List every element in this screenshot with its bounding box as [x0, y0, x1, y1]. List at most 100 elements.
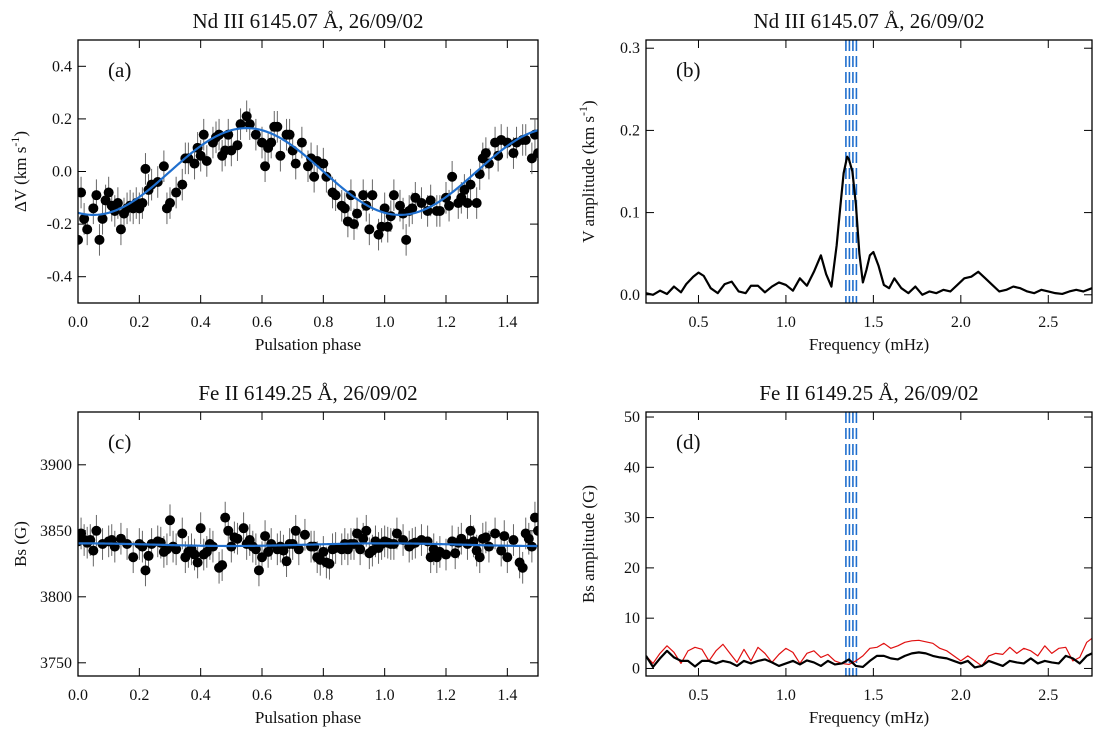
panel-label: (b) — [676, 58, 701, 82]
x-tick-label: 0.0 — [68, 314, 88, 331]
data-point — [324, 558, 335, 569]
plot-area — [78, 100, 538, 256]
data-point — [158, 161, 169, 172]
x-tick-label: 0.4 — [191, 687, 211, 704]
y-axis-label-tail: ) — [11, 131, 30, 137]
data-point — [533, 525, 538, 536]
data-point — [533, 148, 538, 159]
data-point — [128, 552, 139, 563]
data-point — [201, 155, 212, 166]
data-point — [238, 523, 249, 534]
data-point — [165, 198, 175, 209]
y-tick-label: 0.0 — [52, 164, 72, 181]
panel-a: Nd III 6145.07 Å, 26/09/02 0.0 0.2 0.4 0.6 0.… — [8, 9, 539, 354]
data-point — [358, 190, 369, 201]
data-point — [140, 163, 151, 174]
data-point — [339, 203, 350, 214]
data-point — [115, 224, 126, 235]
data-point — [508, 148, 519, 159]
x-axis-label: Pulsation phase — [255, 708, 361, 727]
data-point — [290, 525, 301, 536]
data-point — [395, 200, 405, 211]
data-point — [272, 121, 283, 132]
x-tick-label: 0.8 — [313, 687, 333, 704]
x-axis-label: Frequency (mHz) — [809, 335, 929, 354]
data-point — [235, 119, 246, 130]
plot-frame — [77, 411, 539, 677]
data-point — [103, 187, 114, 198]
data-point — [88, 545, 99, 556]
data-point — [88, 203, 99, 214]
data-point — [367, 190, 378, 201]
x-tick-label: 0.8 — [313, 314, 333, 331]
y-tick-label: 50 — [624, 409, 640, 426]
data-point — [502, 552, 513, 563]
plot-frame — [645, 411, 1093, 677]
data-point — [189, 158, 200, 169]
x-tick-label: 2.5 — [1038, 687, 1058, 704]
data-point — [189, 549, 200, 560]
data-point — [318, 158, 329, 169]
data-point — [309, 541, 320, 552]
data-point — [517, 562, 528, 573]
y-tick-label: 0.3 — [620, 40, 640, 57]
data-point — [471, 198, 482, 209]
data-point — [223, 525, 234, 536]
y-axis-label-tail: ) — [579, 100, 598, 106]
data-point — [361, 525, 372, 536]
plot-area — [646, 40, 1092, 303]
data-point — [260, 161, 271, 172]
x-tick-label: 1.5 — [863, 314, 883, 331]
x-tick-label: 0.6 — [252, 314, 272, 331]
data-point — [425, 195, 436, 206]
data-point — [352, 208, 363, 219]
y-tick-label: 20 — [624, 560, 640, 577]
data-point — [137, 198, 148, 209]
data-point — [281, 556, 292, 567]
x-axis-label: Frequency (mHz) — [809, 708, 929, 727]
data-point — [480, 532, 491, 543]
data-point — [82, 224, 93, 235]
data-point — [496, 545, 507, 556]
data-point — [195, 523, 206, 534]
x-tick-label: 1.5 — [863, 687, 883, 704]
data-point — [177, 179, 188, 190]
model-curve — [78, 126, 538, 217]
data-point — [388, 190, 399, 201]
x-tick-label: 1.4 — [497, 687, 517, 704]
data-point — [198, 129, 209, 140]
data-point — [293, 544, 304, 555]
x-tick-label: 1.2 — [436, 314, 456, 331]
plot-frame — [77, 39, 539, 304]
panel-title: Nd III 6145.07 Å, 26/09/02 — [754, 9, 985, 33]
data-point — [284, 129, 295, 140]
data-point — [232, 533, 243, 544]
data-point — [441, 549, 451, 560]
data-point — [465, 179, 476, 190]
data-point — [94, 234, 105, 245]
spectrum-line — [646, 155, 1092, 296]
data-point — [401, 234, 412, 245]
x-tick-label: 0.5 — [688, 314, 708, 331]
data-point — [318, 546, 329, 557]
data-point — [91, 525, 102, 536]
data-point — [290, 158, 301, 169]
data-point — [112, 198, 123, 209]
x-tick-label: 1.0 — [776, 314, 796, 331]
data-point — [217, 560, 228, 571]
spectrum-line — [646, 649, 1092, 669]
data-point — [296, 137, 307, 148]
x-tick-label: 0.5 — [688, 687, 708, 704]
data-point — [171, 187, 182, 198]
x-tick-label: 1.4 — [497, 314, 517, 331]
y-tick-label: -0.2 — [47, 216, 72, 233]
data-point — [78, 234, 83, 245]
data-point — [330, 190, 341, 201]
y-tick-label: -0.4 — [47, 269, 72, 286]
data-point — [355, 544, 366, 555]
data-point — [140, 565, 151, 576]
data-point — [143, 550, 154, 561]
data-point — [79, 213, 90, 224]
x-tick-label: 1.0 — [375, 314, 395, 331]
